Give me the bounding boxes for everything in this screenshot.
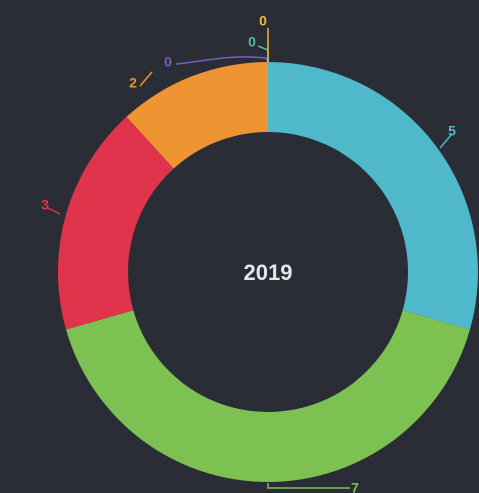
slice-label: 3 (41, 197, 49, 213)
slice-label: 0 (164, 54, 172, 70)
leader-line (267, 483, 350, 489)
slice-label: 0 (248, 34, 256, 50)
leader-line (139, 71, 153, 87)
donut-slice (58, 116, 174, 330)
slice-label: 2 (129, 75, 137, 91)
donut-slice (126, 61, 268, 169)
leader-line (47, 207, 61, 215)
leader-line (175, 56, 269, 65)
center-label: 2019 (244, 260, 293, 285)
donut-slice (66, 310, 470, 483)
slice-label: 7 (351, 480, 359, 493)
donut-slice (268, 62, 478, 330)
slice-label: 0 (259, 13, 267, 29)
slice-label: 5 (448, 123, 456, 139)
leader-line (439, 133, 453, 149)
